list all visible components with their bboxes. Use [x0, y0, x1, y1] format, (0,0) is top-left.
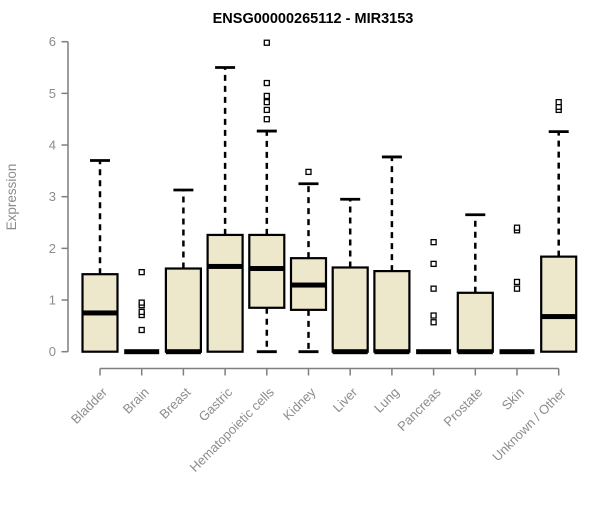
box-group — [289, 168, 328, 354]
box-group — [81, 159, 119, 353]
outlier-point — [430, 319, 437, 326]
outlier-point — [263, 116, 270, 123]
median-line — [291, 282, 326, 288]
outlier-point — [513, 224, 521, 231]
iqr-box — [456, 291, 494, 353]
outlier-point — [513, 285, 521, 292]
x-category-label: Liver — [330, 384, 361, 415]
median-line — [541, 314, 577, 320]
outlier-point — [263, 92, 270, 100]
x-category-label: Prostate — [441, 385, 486, 430]
median-line — [457, 349, 493, 355]
outlier-point — [138, 268, 145, 276]
x-category-label: Brain — [120, 385, 152, 417]
outlier-point — [263, 39, 270, 46]
x-category-label: Lung — [371, 385, 402, 416]
x-category-label: Kidney — [280, 384, 319, 423]
y-tick-label: 0 — [49, 344, 56, 359]
box-group — [373, 155, 411, 355]
median-line — [332, 349, 368, 355]
y-axis-label: Expression — [4, 164, 19, 231]
box-group — [206, 66, 244, 353]
chart-title: ENSG00000265112 - MIR3153 — [213, 11, 414, 27]
y-tick-label: 2 — [49, 241, 56, 256]
iqr-box — [540, 255, 578, 353]
outlier-point — [513, 278, 521, 286]
outlier-point — [430, 260, 437, 268]
box-group — [124, 268, 160, 355]
median-line — [416, 349, 452, 355]
outlier-point — [138, 299, 145, 306]
median-line — [249, 266, 285, 272]
median-line — [374, 349, 410, 355]
y-tick-label: 6 — [49, 34, 56, 49]
outlier-point — [305, 168, 312, 176]
box-group — [540, 98, 578, 353]
outlier-point — [430, 239, 437, 246]
x-category-label: Gastric — [196, 384, 236, 424]
iqr-box — [206, 233, 244, 353]
outlier-point — [430, 285, 437, 292]
median-line — [207, 263, 243, 269]
iqr-box — [248, 233, 286, 309]
y-tick-label: 3 — [49, 189, 56, 204]
y-tick-label: 4 — [49, 138, 56, 153]
outlier-point — [263, 79, 270, 87]
y-tick-label: 5 — [49, 86, 56, 101]
outlier-point — [138, 308, 145, 316]
x-category-label: Breast — [156, 384, 193, 421]
boxes — [81, 39, 578, 355]
box-group — [456, 213, 494, 355]
x-category-label: Pancreas — [394, 384, 444, 434]
box-group — [164, 188, 202, 355]
outlier-point — [263, 98, 270, 106]
median-line — [82, 310, 118, 316]
outlier-point — [138, 326, 145, 334]
outlier-point — [555, 98, 562, 106]
box-group — [416, 239, 452, 355]
x-category-label: Skin — [499, 385, 527, 413]
median-line — [124, 349, 160, 355]
box-group — [248, 39, 286, 354]
box-group — [331, 197, 369, 355]
iqr-box — [373, 269, 411, 353]
median-line — [499, 349, 535, 355]
iqr-box — [331, 266, 369, 353]
x-category-label: Bladder — [68, 384, 111, 427]
outlier-point — [263, 106, 270, 114]
iqr-box — [164, 267, 202, 353]
box-group — [499, 224, 535, 355]
median-line — [165, 349, 201, 355]
x-category-label: Unknown / Other — [489, 384, 569, 464]
outlier-point — [430, 312, 437, 319]
y-tick-label: 1 — [49, 293, 56, 308]
